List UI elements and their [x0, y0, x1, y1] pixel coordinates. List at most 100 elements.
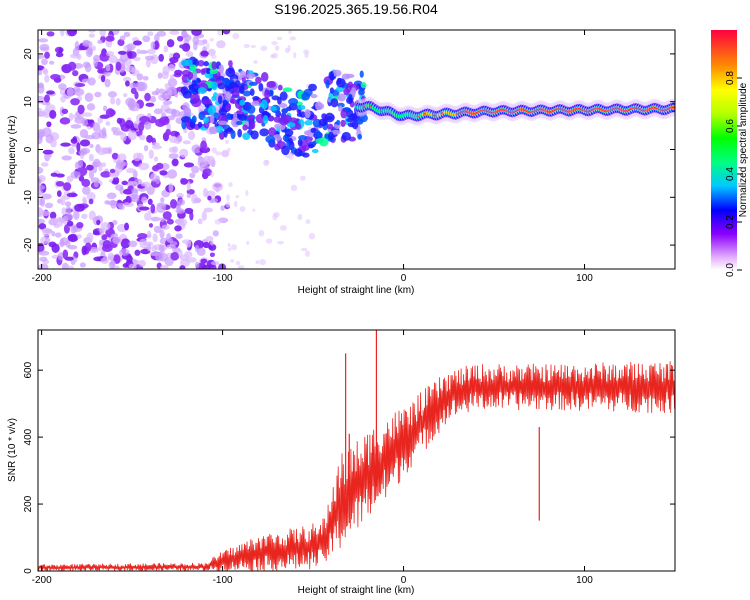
spectrogram-noise-cell	[155, 162, 164, 170]
spectrogram-noise-cell	[142, 75, 149, 81]
spectrogram-cluster-cell	[185, 59, 193, 67]
spectrogram-noise-cell	[38, 223, 47, 230]
x-tick-label: 0	[401, 575, 407, 586]
spectrogram-x-label: Height of straight line (km)	[298, 285, 415, 296]
spectrogram-noise-cell	[66, 220, 74, 227]
spectrogram-noise-cell	[138, 49, 149, 55]
spectrogram-noise-cell	[87, 77, 96, 86]
spectrogram-noise-cell	[138, 162, 150, 171]
spectrogram-noise-cell	[101, 244, 113, 252]
spectrogram-noise-cell	[84, 62, 92, 73]
spectrogram-noise-cell	[50, 138, 57, 148]
spectrogram-noise-cell	[56, 190, 62, 197]
spectrogram-noise-cell	[67, 30, 78, 37]
spectrogram-noise-cell	[191, 165, 200, 174]
spectrogram-cluster-cell	[218, 64, 224, 74]
spectrogram-cluster-cell	[211, 95, 217, 102]
spectrogram-noise-cell	[149, 95, 157, 103]
spectrogram-cluster-cell	[350, 87, 357, 96]
spectrogram-noise-cell	[82, 186, 91, 195]
spectrogram-cluster-cell	[237, 128, 243, 138]
spectrogram-noise-cell	[106, 192, 117, 200]
spectrogram-cluster-cell	[266, 81, 276, 88]
spectrogram-noise-cell	[166, 39, 175, 48]
spectrogram-cluster-cell	[315, 130, 321, 139]
spectrogram-noise-cell	[137, 233, 148, 239]
spectrogram-noise-cell	[84, 92, 94, 103]
spectrogram-faint-cell	[259, 258, 266, 266]
spectrogram-noise-cell	[184, 251, 193, 258]
spectrogram-noise-cell	[70, 138, 78, 144]
spectrogram-noise-cell	[70, 98, 80, 106]
spectrogram-noise-cell	[67, 234, 78, 241]
spectrogram-noise-cell	[49, 60, 55, 65]
spectrogram-noise-cell	[179, 148, 189, 158]
spectrogram-faint-cell	[230, 258, 235, 263]
spectrogram-cluster-cell	[274, 143, 281, 151]
spectrogram-noise-cell	[57, 251, 64, 261]
x-tick-label: -100	[213, 273, 233, 284]
spectrogram-faint-cell	[289, 36, 296, 41]
spectrogram-noise-cell	[143, 145, 149, 152]
spectrogram-cluster-cell	[357, 133, 363, 140]
spectrogram-noise-cell	[70, 124, 82, 129]
spectrogram-noise-cell	[74, 161, 80, 170]
spectrogram-noise-cell	[86, 192, 96, 201]
spectrogram-faint-cell	[209, 37, 214, 42]
spectrogram-cluster-cell	[190, 93, 200, 104]
spectrogram-cluster-cell	[315, 138, 325, 144]
spectrogram-faint-cell	[287, 44, 291, 52]
spectrogram-cluster-cell	[286, 122, 296, 128]
spectrogram-faint-cell	[277, 240, 284, 245]
spectrogram-noise-cell	[100, 171, 112, 178]
spectrogram-cluster-cell	[273, 134, 282, 142]
spectrogram-noise-cell	[170, 251, 180, 261]
spectrogram-cluster-cell	[217, 95, 223, 104]
spectrogram-noise-cell	[81, 178, 91, 188]
spectrogram-noise-cell	[76, 221, 84, 229]
spectrogram-cluster-cell	[318, 118, 328, 127]
spectrogram-noise-cell	[73, 88, 85, 97]
x-tick-label: 100	[576, 273, 593, 284]
spectrogram-noise-cell	[88, 169, 95, 180]
spectrogram-noise-cell	[38, 38, 49, 43]
spectrogram-cluster-cell	[209, 68, 219, 75]
spectrogram-cluster-cell	[288, 98, 299, 106]
spectrogram-noise-cell	[58, 83, 67, 91]
spectrogram-noise-cell	[79, 152, 85, 160]
spectrogram-cluster-cell	[281, 145, 290, 156]
spectrogram-noise-cell	[145, 102, 155, 107]
spectrogram-noise-cell	[160, 217, 165, 222]
spectrogram-faint-cell	[210, 54, 217, 59]
spectrogram-noise-cell	[59, 117, 71, 125]
spectrogram-cluster-cell	[255, 76, 262, 84]
spectrogram-faint-cell	[260, 45, 268, 51]
spectrogram-noise-cell	[67, 245, 78, 250]
spectrogram-cluster-cell	[180, 116, 191, 123]
spectrogram-noise-cell	[179, 44, 185, 49]
spectrogram-faint-cell	[288, 30, 292, 34]
spectrogram-noise-cell	[92, 231, 102, 236]
spectrogram-noise-cell	[154, 40, 159, 48]
spectrogram-faint-cell	[209, 239, 214, 246]
ridge-peak	[671, 106, 675, 109]
spectrogram-noise-cell	[168, 147, 177, 153]
spectrogram-faint-cell	[228, 182, 233, 187]
spectrogram-noise-cell	[105, 35, 115, 42]
spectrogram-noise-cell	[99, 229, 104, 236]
spectrogram-cluster-cell	[268, 127, 277, 137]
colorbar-tick-label: 0.4	[725, 167, 736, 181]
spectrogram-noise-cell	[133, 56, 141, 62]
spectrogram-noise-cell	[116, 203, 124, 209]
spectrogram-noise-cell	[107, 91, 118, 98]
spectrogram-noise-cell	[44, 51, 50, 59]
y-tick-label: 400	[23, 428, 34, 445]
x-tick-label: -200	[32, 575, 52, 586]
spectrogram-noise-cell	[146, 134, 154, 143]
y-tick-label: 0	[23, 568, 34, 574]
spectrogram-noise-cell	[203, 207, 213, 213]
spectrogram-cluster-cell	[308, 83, 317, 92]
y-tick-label: 0	[23, 146, 34, 152]
spectrogram-noise-cell	[128, 263, 137, 269]
spectrogram-cluster-cell	[351, 120, 359, 130]
